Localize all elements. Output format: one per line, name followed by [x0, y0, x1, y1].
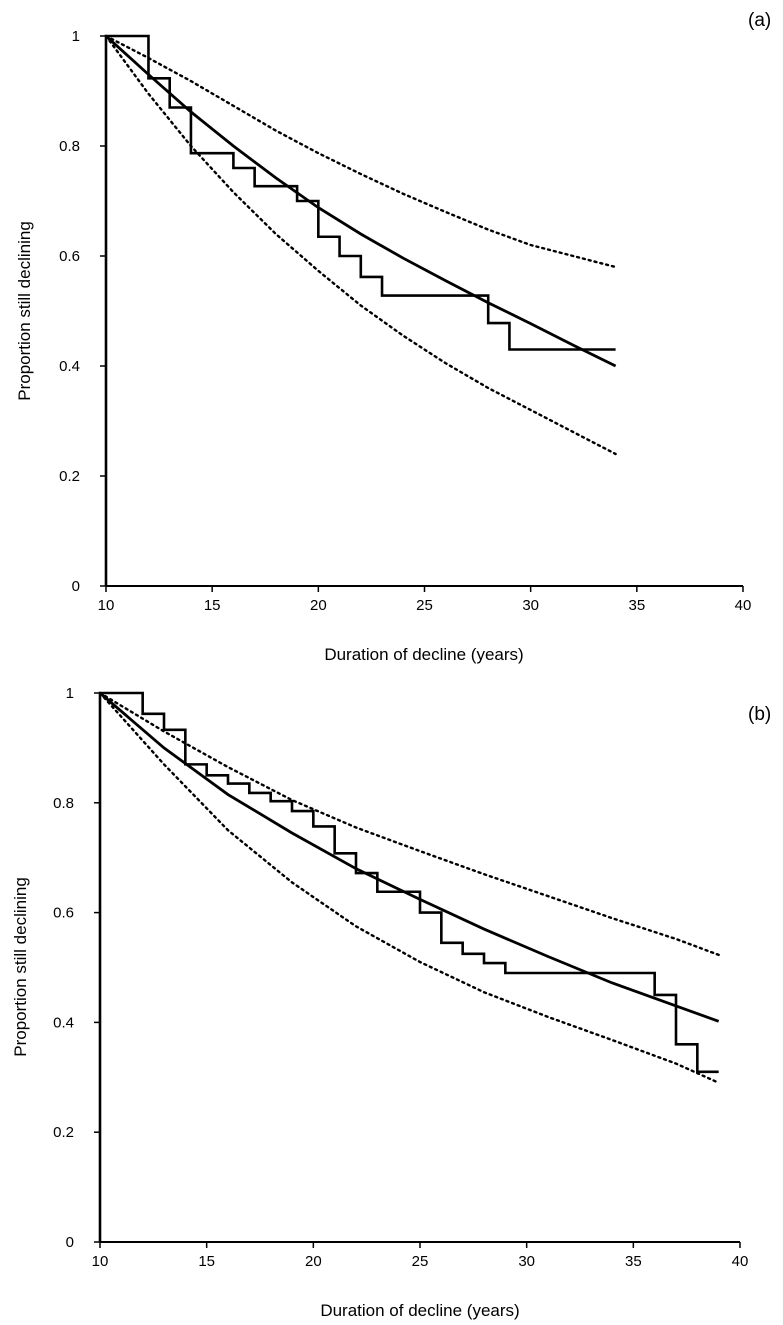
fitted-curve-line	[99, 691, 720, 1023]
confidence-bound-line	[104, 34, 617, 456]
y-axis-title: Proportion still declining	[11, 877, 30, 1057]
y-tick-label: 0.2	[59, 468, 80, 485]
y-tick-label: 0	[66, 1234, 74, 1251]
confidence-bound-line	[104, 34, 617, 269]
x-tick-label: 20	[310, 597, 327, 614]
x-tick-label: 15	[204, 597, 221, 614]
x-tick-label: 40	[735, 597, 752, 614]
y-tick-label: 0.4	[59, 358, 80, 375]
y-tick-label: 1	[72, 28, 80, 45]
x-axis-title: Duration of decline (years)	[320, 1301, 519, 1320]
x-tick-label: 10	[98, 597, 115, 614]
x-axis-title: Duration of decline (years)	[324, 645, 523, 664]
y-tick-label: 0.8	[53, 795, 74, 812]
chart-panel-a: 10 15 20 25 30 35 40 0 0.2 0.4 0.6 0.8 1 (a) Duratio…	[15, 10, 771, 664]
y-tick-label: 0.8	[59, 138, 80, 155]
y-tick-label: 0.6	[59, 248, 80, 265]
chart-panel-b: 10 15 20 25 30 35 40 0 0.2 0.4 0.6 0.8 1 (b) Duratio…	[11, 685, 771, 1320]
x-tick-label: 25	[412, 1253, 429, 1270]
confidence-bound-line	[98, 691, 720, 957]
x-tick-label: 35	[628, 597, 645, 614]
y-tick-label: 0	[72, 578, 80, 595]
x-tick-label: 20	[305, 1253, 322, 1270]
x-tick-label: 30	[518, 1253, 535, 1270]
kaplan-meier-step-line	[104, 34, 616, 586]
y-tick-label: 0.2	[53, 1124, 74, 1141]
y-axis-title: Proportion still declining	[15, 221, 34, 401]
kaplan-meier-step-line	[98, 691, 719, 1242]
x-tick-label: 35	[625, 1253, 642, 1270]
confidence-bound-line	[98, 691, 720, 1084]
x-tick-label: 10	[92, 1253, 109, 1270]
fitted-curve-line	[105, 34, 617, 368]
x-tick-label: 30	[522, 597, 539, 614]
panel-label: (a)	[748, 10, 771, 31]
panel-label: (b)	[748, 704, 771, 725]
x-tick-label: 15	[198, 1253, 215, 1270]
y-tick-label: 0.6	[53, 905, 74, 922]
x-tick-label: 40	[732, 1253, 749, 1270]
y-tick-label: 1	[66, 685, 74, 702]
y-tick-label: 0.4	[53, 1014, 74, 1031]
x-tick-label: 25	[416, 597, 433, 614]
